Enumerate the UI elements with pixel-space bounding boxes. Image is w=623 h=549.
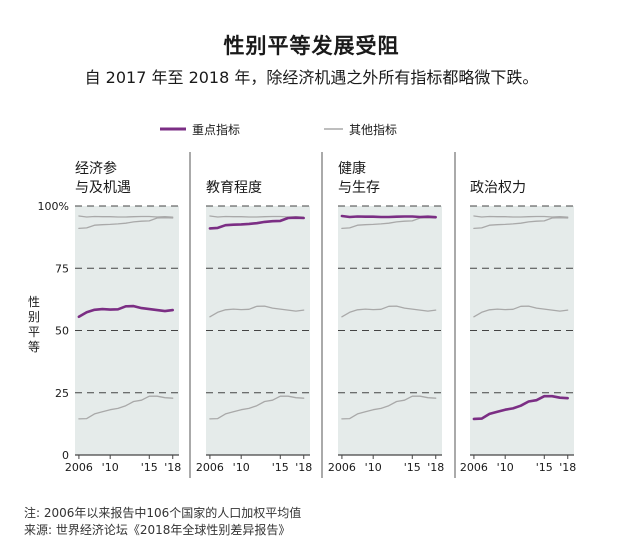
x-tick-label: '18 — [427, 461, 444, 474]
x-tick-label: '15 — [141, 461, 158, 474]
panel-title: 经济参 — [75, 160, 117, 177]
series-line-highlight — [208, 216, 306, 230]
x-tick-label: '15 — [272, 461, 289, 474]
y-axis: 0 25 50 75 100% 性别平等 — [28, 200, 69, 462]
series-line-other — [209, 395, 305, 420]
x-tick-label: '18 — [295, 461, 312, 474]
x-tick-label: '10 — [233, 461, 250, 474]
y-tick-label: 25 — [55, 387, 69, 400]
chart-title: 性别平等发展受阻 — [223, 34, 400, 58]
x-tick-label: '15 — [536, 461, 553, 474]
series-line-highlight — [77, 304, 174, 319]
chart-subtitle: 自 2017 年至 2018 年，除经济机遇之外所有指标都略微下跌。 — [84, 68, 539, 87]
series-line-other — [78, 395, 174, 420]
y-axis-label-char: 平 — [28, 325, 40, 339]
legend-label-key: 重点指标 — [192, 122, 240, 137]
y-tick-label: 50 — [55, 325, 69, 338]
small-multiples: 经济参与及机遇2006'10'15'18教育程度2006'10'15'18健康与… — [65, 152, 576, 478]
x-tick-label: 2006 — [328, 461, 356, 474]
panel-title: 健康 — [338, 160, 366, 177]
series-line-highlight — [472, 394, 570, 421]
footnote: 注: 2006年以来报告中106个国家的人口加权平均值 来源: 世界经济论坛《2… — [24, 505, 301, 539]
series-line-other — [341, 395, 437, 420]
series-line-other — [341, 305, 437, 318]
x-tick-label: 2006 — [65, 461, 93, 474]
panel-4: 政治权力 2006 '10 '15 '18 — [460, 180, 576, 474]
footnote-note: 注: 2006年以来报告中106个国家的人口加权平均值 — [24, 506, 302, 520]
panel-title: 与生存 — [338, 180, 380, 196]
panel-title: 政治权力 — [470, 180, 526, 196]
legend: 重点指标 其他指标 — [160, 122, 397, 137]
panel-title: 与及机遇 — [75, 180, 131, 196]
panel-2: 教育程度 2006 '10 '15 '18 — [196, 180, 312, 474]
y-axis-label-char: 等 — [28, 340, 40, 354]
series-line-other — [78, 215, 174, 218]
panel-title: 教育程度 — [206, 180, 262, 196]
x-tick-label: '10 — [102, 461, 119, 474]
series-line-other — [473, 305, 569, 318]
legend-label-other: 其他指标 — [349, 122, 397, 137]
series-line-other — [78, 217, 174, 230]
y-tick-label: 0 — [62, 449, 69, 462]
series-line-other — [473, 215, 569, 218]
y-tick-label: 75 — [55, 262, 69, 275]
x-tick-label: '18 — [164, 461, 181, 474]
x-tick-label: 2006 — [460, 461, 488, 474]
x-tick-label: '15 — [404, 461, 421, 474]
x-tick-label: '10 — [365, 461, 382, 474]
x-tick-label: '18 — [559, 461, 576, 474]
series-line-other — [209, 305, 305, 318]
x-tick-label: 2006 — [196, 461, 224, 474]
x-tick-label: '10 — [497, 461, 514, 474]
footnote-source: 来源: 世界经济论坛《2018年全球性别差异报告》 — [24, 523, 291, 537]
y-tick-label: 100% — [38, 200, 69, 213]
y-axis-label-char: 性 — [28, 295, 40, 309]
series-line-other — [473, 217, 569, 230]
series-line-highlight — [340, 214, 438, 219]
y-axis-label-char: 别 — [28, 310, 40, 324]
